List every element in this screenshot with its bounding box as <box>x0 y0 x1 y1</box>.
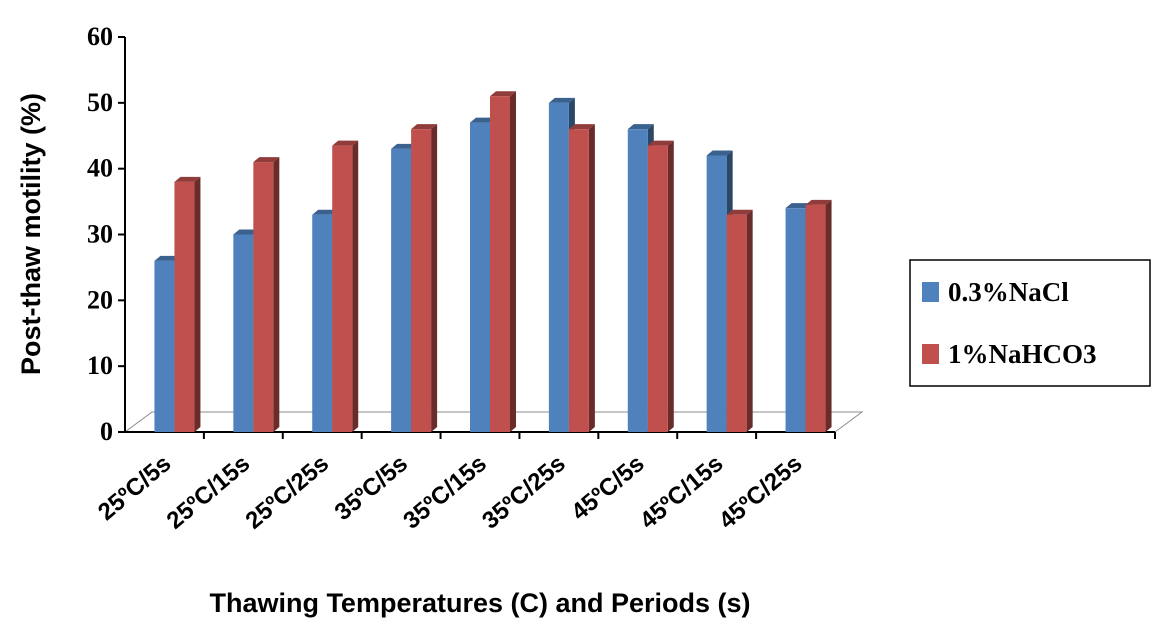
bar-top <box>174 176 201 182</box>
bar-top <box>312 209 339 215</box>
bar-nahco3 <box>253 157 280 433</box>
bar-front <box>174 181 195 432</box>
x-axis-title: Thawing Temperatures (C) and Periods (s) <box>209 588 750 618</box>
bar-side <box>588 124 595 433</box>
bar-front <box>726 214 747 432</box>
bar-front <box>391 148 412 432</box>
bar-top <box>805 199 832 205</box>
y-tick-label: 0 <box>100 417 113 446</box>
bar-side <box>431 124 438 433</box>
bar-front <box>253 162 274 433</box>
bar-top <box>490 91 516 97</box>
y-tick-label: 60 <box>87 22 113 51</box>
y-tick-label: 10 <box>87 351 113 380</box>
legend-swatch-nahco3 <box>922 344 939 364</box>
bar-front <box>332 145 353 432</box>
bar-nahco3 <box>174 176 201 432</box>
x-tick-label: 45ºC/25s <box>714 450 808 535</box>
bar-side <box>510 91 516 432</box>
x-tick-label: 45ºC/15s <box>635 450 729 535</box>
bar-side <box>746 209 753 432</box>
bar-front <box>805 204 826 432</box>
bar-side <box>352 140 359 432</box>
x-tick-label: 35ºC/15s <box>398 450 492 535</box>
y-tick-label: 40 <box>87 154 113 183</box>
bar-front <box>785 208 806 432</box>
bar-top <box>706 150 733 156</box>
bar-top <box>785 203 812 209</box>
bar-front <box>627 129 648 432</box>
bar-nahco3 <box>332 140 359 432</box>
bar-top <box>726 209 753 215</box>
bar-top <box>548 97 575 103</box>
bar-nahco3 <box>411 124 438 433</box>
bar-front <box>568 129 589 432</box>
bar-nahco3 <box>490 91 516 432</box>
bar-side <box>273 157 280 433</box>
x-tick-labels: 25ºC/5s25ºC/15s25ºC/25s35ºC/5s35ºC/15s35… <box>93 450 807 535</box>
bar-nahco3 <box>805 199 832 432</box>
bar-top <box>332 140 359 146</box>
bar-top <box>627 124 654 130</box>
bar-front <box>706 155 727 432</box>
legend: 0.3%NaCl 1%NaHCO3 <box>909 259 1151 387</box>
bar-side <box>194 176 201 432</box>
bar-front <box>411 129 432 432</box>
x-tick-label: 25ºC/25s <box>240 450 334 535</box>
x-tick-label: 25ºC/15s <box>162 450 256 535</box>
bar-top <box>411 124 438 130</box>
y-tick-label: 30 <box>87 220 113 249</box>
bar-top <box>253 157 280 163</box>
bar-front <box>233 234 254 432</box>
x-tick-label: 35ºC/25s <box>477 450 571 535</box>
legend-swatch-nacl <box>922 282 939 302</box>
bar-top <box>470 117 496 123</box>
y-tick-labels: 0 10 20 30 40 50 60 <box>87 22 113 446</box>
bar-nahco3 <box>647 140 674 432</box>
bar-front <box>154 260 175 432</box>
bar-top <box>568 124 595 130</box>
bar-front <box>490 96 510 432</box>
bar-top <box>233 229 260 235</box>
bar-front <box>470 122 490 432</box>
bar-front <box>312 214 333 432</box>
y-axis-title: Post-thaw motility (%) <box>16 93 46 375</box>
bar-top <box>391 143 418 149</box>
bar-top <box>154 255 181 261</box>
legend-label-nacl: 0.3%NaCl <box>948 277 1069 307</box>
bar-front <box>548 102 569 432</box>
y-tick-label: 50 <box>87 88 113 117</box>
bar-front <box>647 145 668 432</box>
legend-label-nahco3: 1%NaHCO3 <box>948 339 1097 369</box>
bar-side <box>825 199 832 432</box>
bar-top <box>647 140 674 146</box>
bar-nahco3 <box>568 124 595 433</box>
bar-side <box>667 140 674 432</box>
y-tick-label: 20 <box>87 285 113 314</box>
bar-nahco3 <box>726 209 753 432</box>
bars <box>154 91 832 433</box>
legend-box <box>909 259 1151 387</box>
